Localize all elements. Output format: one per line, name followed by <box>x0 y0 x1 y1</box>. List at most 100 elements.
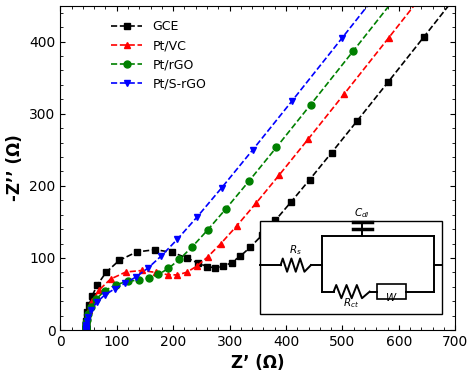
Pt/S-rGO <box>83 328 89 332</box>
Legend: GCE, Pt/VC, Pt/rGO, Pt/S-rGO: GCE, Pt/VC, Pt/rGO, Pt/S-rGO <box>106 15 211 96</box>
Pt/VC <box>253 201 259 206</box>
Pt/rGO <box>308 102 313 107</box>
GCE <box>421 34 427 39</box>
Pt/VC <box>174 273 180 277</box>
Pt/rGO <box>273 145 279 150</box>
Pt/rGO <box>113 282 118 287</box>
Pt/VC <box>83 328 89 332</box>
Pt/S-rGO <box>83 327 89 331</box>
Pt/VC <box>139 268 145 273</box>
Pt/rGO <box>83 328 89 332</box>
GCE <box>89 294 95 299</box>
GCE <box>84 310 90 314</box>
Pt/VC <box>306 136 311 141</box>
Pt/rGO <box>93 297 99 301</box>
Pt/VC <box>194 264 200 268</box>
Pt/S-rGO <box>83 328 89 332</box>
Pt/S-rGO <box>219 186 225 190</box>
Pt/rGO <box>146 276 152 280</box>
Pt/S-rGO <box>83 328 89 332</box>
GCE <box>134 250 139 254</box>
Pt/rGO <box>85 312 91 317</box>
Pt/VC <box>83 328 89 332</box>
Pt/VC <box>83 328 89 332</box>
Pt/VC <box>386 36 392 40</box>
Pt/VC <box>83 328 89 332</box>
Pt/rGO <box>83 328 89 332</box>
Pt/VC <box>83 322 89 327</box>
Pt/S-rGO <box>84 319 90 324</box>
GCE <box>83 328 89 332</box>
GCE <box>83 327 89 331</box>
GCE <box>307 177 312 182</box>
Line: Pt/VC: Pt/VC <box>82 0 474 333</box>
GCE <box>83 328 89 332</box>
Pt/VC <box>341 91 347 96</box>
GCE <box>355 118 360 123</box>
GCE <box>385 80 391 85</box>
Pt/S-rGO <box>85 314 91 319</box>
Pt/rGO <box>83 323 89 328</box>
Pt/rGO <box>83 325 89 329</box>
Pt/rGO <box>83 328 89 332</box>
GCE <box>152 247 158 252</box>
Pt/VC <box>83 328 89 332</box>
GCE <box>288 200 294 204</box>
Pt/rGO <box>83 327 89 332</box>
GCE <box>83 328 89 332</box>
Pt/rGO <box>83 326 89 330</box>
GCE <box>83 325 89 330</box>
GCE <box>83 328 89 332</box>
Pt/S-rGO <box>83 326 89 330</box>
Pt/rGO <box>83 328 89 332</box>
Pt/S-rGO <box>174 237 180 242</box>
Pt/VC <box>83 327 89 332</box>
GCE <box>83 328 89 332</box>
Pt/VC <box>83 327 89 331</box>
Pt/S-rGO <box>112 287 118 291</box>
GCE <box>83 328 89 332</box>
Pt/rGO <box>83 328 89 332</box>
GCE <box>83 323 89 328</box>
Pt/S-rGO <box>339 35 345 40</box>
GCE <box>103 270 109 274</box>
Pt/S-rGO <box>83 327 89 332</box>
GCE <box>83 327 89 332</box>
GCE <box>83 328 89 332</box>
Pt/S-rGO <box>83 327 89 332</box>
Pt/VC <box>218 241 224 246</box>
Pt/rGO <box>190 245 195 249</box>
Pt/VC <box>83 326 89 331</box>
GCE <box>220 264 226 269</box>
Pt/rGO <box>83 327 89 332</box>
Pt/VC <box>165 273 171 277</box>
Pt/VC <box>276 172 282 177</box>
GCE <box>83 321 89 326</box>
GCE <box>247 245 253 249</box>
Pt/VC <box>83 324 89 328</box>
GCE <box>328 150 334 155</box>
Pt/S-rGO <box>83 328 89 332</box>
GCE <box>204 264 210 269</box>
Pt/S-rGO <box>88 308 94 312</box>
Pt/VC <box>153 270 159 275</box>
Pt/VC <box>90 299 95 304</box>
GCE <box>273 218 278 223</box>
GCE <box>86 303 92 308</box>
Pt/rGO <box>83 328 89 332</box>
Line: GCE: GCE <box>82 0 474 333</box>
GCE <box>83 327 89 332</box>
GCE <box>259 233 265 237</box>
Pt/rGO <box>83 321 89 325</box>
Pt/S-rGO <box>250 147 255 152</box>
Pt/S-rGO <box>83 322 89 327</box>
Pt/S-rGO <box>94 300 100 305</box>
GCE <box>83 319 89 323</box>
Pt/rGO <box>223 206 229 211</box>
Pt/VC <box>96 288 102 292</box>
Pt/S-rGO <box>83 327 89 332</box>
Pt/S-rGO <box>83 328 89 332</box>
GCE <box>84 315 90 319</box>
GCE <box>184 256 190 260</box>
Pt/S-rGO <box>83 328 89 332</box>
